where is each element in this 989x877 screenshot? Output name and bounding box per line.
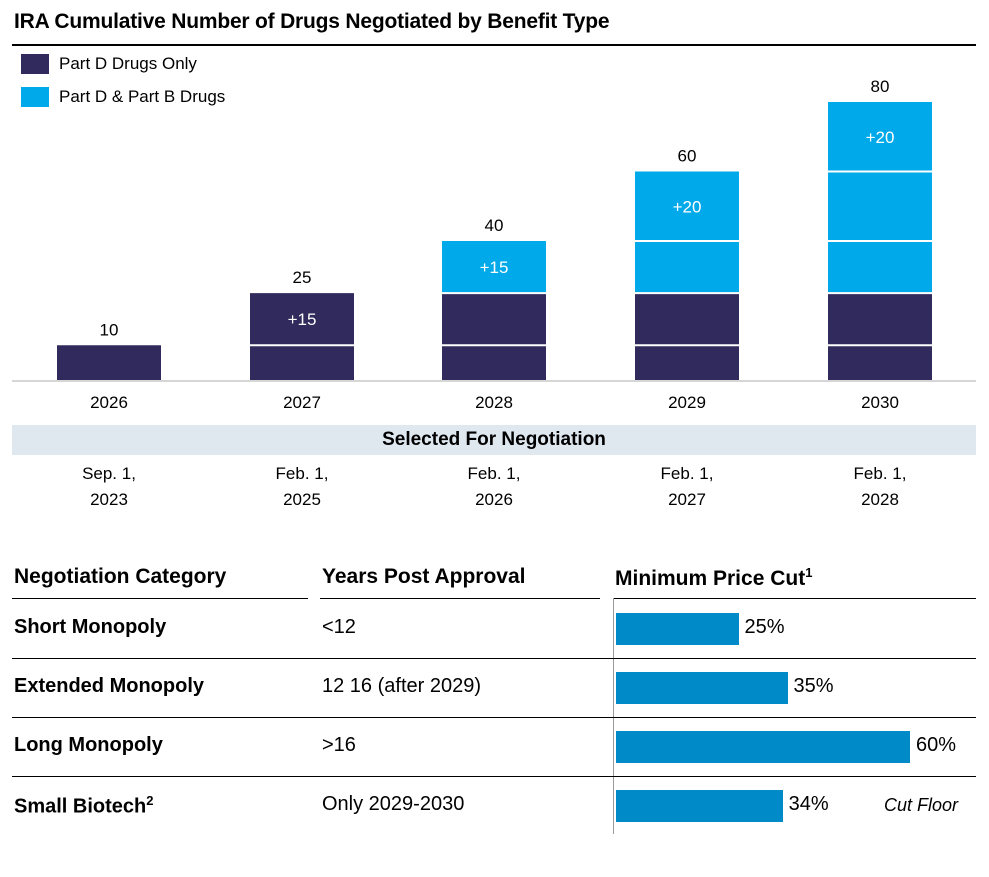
row-category-label: Extended Monopoly <box>14 675 204 697</box>
bar-segment-2029-0 <box>635 345 739 380</box>
row-rule-2 <box>12 717 976 718</box>
selection-date-2029: Feb. 1, 2027 <box>622 461 752 513</box>
bar-segment-2029-1 <box>635 293 739 346</box>
x-tick-label-2027: 2027 <box>283 393 321 412</box>
x-tick-label-2029: 2029 <box>668 393 706 412</box>
title-rule <box>12 44 976 46</box>
x-tick-label-2026: 2026 <box>90 393 128 412</box>
price-axis-line <box>613 598 614 834</box>
x-tick-label-2028: 2028 <box>475 393 513 412</box>
bar-segment-2029-2 <box>635 241 739 294</box>
header-years-post-approval: Years Post Approval <box>322 565 526 588</box>
row-category-footnote: 2 <box>146 793 154 808</box>
row-category: Small Biotech2 <box>14 793 154 819</box>
price-cut-label: 60% <box>916 734 957 756</box>
row-category: Long Monopoly <box>14 734 163 757</box>
selection-date-line-0: Feb. 1, <box>853 464 907 483</box>
bar-segment-2027-0 <box>250 345 354 380</box>
row-category-label: Long Monopoly <box>14 734 163 756</box>
selection-date-line-1: 2023 <box>90 490 128 509</box>
legend-label-part-db: Part D & Part B Drugs <box>59 87 226 106</box>
header-minimum-price-cut: Minimum Price Cut1 <box>615 565 812 591</box>
row-rule-1 <box>12 658 976 659</box>
legend-part-db: Part D & Part B Drugs <box>21 87 225 107</box>
bar-total-label-2030: 80 <box>871 77 890 96</box>
selection-date-2028: Feb. 1, 2026 <box>429 461 559 513</box>
bar-segment-2030-3 <box>828 171 932 241</box>
bar-segment-2028-2 <box>442 241 546 294</box>
selection-date-line-1: 2026 <box>475 490 513 509</box>
page-title: IRA Cumulative Number of Drugs Negotiate… <box>14 10 610 33</box>
bar-segment-2029-3 <box>635 171 739 241</box>
price-cut-label: 35% <box>793 675 834 697</box>
header-price-label: Minimum Price Cut <box>615 567 806 590</box>
increment-label-2027: +15 <box>288 310 317 329</box>
selection-date-line-1: 2025 <box>283 490 321 509</box>
selection-date-line-0: Feb. 1, <box>275 464 329 483</box>
selection-date-line-0: Sep. 1, <box>82 464 136 483</box>
price-cut-bar <box>616 731 910 763</box>
bar-total-label-2028: 40 <box>485 216 504 235</box>
bar-segment-2030-0 <box>828 345 932 380</box>
legend-swatch-part-d <box>21 54 49 74</box>
row-category-label: Short Monopoly <box>14 616 167 638</box>
bar-segment-2028-1 <box>442 293 546 346</box>
price-cut-label: 34% <box>788 793 829 815</box>
price-cut-bar <box>616 790 783 822</box>
bar-segment-2026-0 <box>57 345 161 380</box>
bar-segment-2027-1 <box>250 293 354 346</box>
selection-date-line-0: Feb. 1, <box>660 464 714 483</box>
bar-total-label-2029: 60 <box>678 147 697 166</box>
row-years: >16 <box>322 734 356 756</box>
bar-segment-2030-1 <box>828 293 932 346</box>
selection-date-2026: Sep. 1, 2023 <box>44 461 174 513</box>
price-cut-label: 25% <box>744 616 785 638</box>
price-cut-bar <box>616 613 739 645</box>
header-rule-price <box>613 598 976 599</box>
x-tick-label-2030: 2030 <box>861 393 899 412</box>
cut-floor-note: Cut Floor <box>884 795 959 815</box>
selection-date-line-0: Feb. 1, <box>467 464 521 483</box>
selection-date-line-1: 2027 <box>668 490 706 509</box>
legend-part-d: Part D Drugs Only <box>21 54 197 74</box>
price-cut-bar <box>616 672 788 704</box>
selection-date-line-1: 2028 <box>861 490 899 509</box>
bar-segment-2030-4 <box>828 102 932 172</box>
row-years: Only 2029-2030 <box>322 793 465 815</box>
row-years: 12 16 (after 2029) <box>322 675 481 697</box>
increment-label-2029: +20 <box>673 197 702 216</box>
header-price-footnote: 1 <box>805 565 813 580</box>
legend-label-part-d: Part D Drugs Only <box>59 54 197 73</box>
legend-swatch-part-db <box>21 87 49 107</box>
row-category-label: Small Biotech <box>14 795 147 818</box>
increment-label-2030: +20 <box>866 128 895 147</box>
row-category: Short Monopoly <box>14 616 166 639</box>
bar-segment-2030-2 <box>828 241 932 294</box>
row-rule-3 <box>12 776 976 777</box>
bar-segment-2028-0 <box>442 345 546 380</box>
increment-label-2028: +15 <box>480 258 509 277</box>
header-rule-category <box>12 598 308 599</box>
row-years: <12 <box>322 616 356 638</box>
selection-date-2027: Feb. 1, 2025 <box>237 461 367 513</box>
header-negotiation-category: Negotiation Category <box>14 565 227 588</box>
selection-date-2030: Feb. 1, 2028 <box>815 461 945 513</box>
selection-header: Selected For Negotiation <box>12 425 976 455</box>
row-category: Extended Monopoly <box>14 675 204 698</box>
header-rule-years <box>320 598 600 599</box>
bar-total-label-2027: 25 <box>293 268 312 287</box>
stacked-bar-chart: 10 2026 25 2027 40 2028 60 2029 80 2030 +15 +15 +20 +… <box>12 77 976 412</box>
bar-total-label-2026: 10 <box>100 320 119 339</box>
